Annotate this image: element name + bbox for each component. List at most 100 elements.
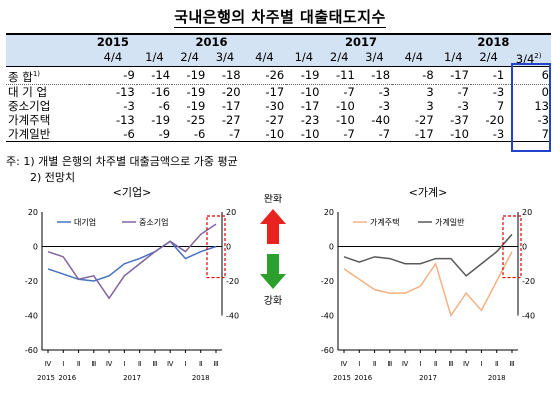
table-cell: -37 bbox=[450, 112, 469, 127]
series-line-2 bbox=[47, 223, 217, 300]
x-tick-label: Ⅱ bbox=[138, 360, 141, 368]
table-cell: 0 bbox=[541, 84, 549, 99]
x-tick-label: Ⅰ bbox=[184, 360, 186, 368]
left-tick-label: -60 bbox=[321, 346, 334, 355]
tightening-label: 강화 bbox=[264, 295, 282, 307]
x-tick-label: Ⅱ bbox=[373, 360, 376, 368]
x-tick-label: Ⅳ bbox=[45, 360, 52, 368]
year-header: 2016 bbox=[136, 33, 287, 49]
x-tick-label: Ⅳ bbox=[167, 360, 174, 368]
quarter-header: 2/4 bbox=[321, 49, 357, 67]
left-tick-label: 0 bbox=[33, 243, 38, 252]
right-tick-label: 20 bbox=[522, 208, 532, 217]
table-cell: -6 bbox=[89, 126, 137, 142]
table-cell: -25 bbox=[186, 112, 206, 127]
quarter-header: 1/4 bbox=[435, 49, 471, 67]
table-cell: -7 bbox=[207, 126, 243, 142]
table-cell: 3 bbox=[426, 98, 434, 113]
table-row: 가계주택 -13 -19 -25 -27 -27 -23 -10 -40 -27 -37 -20 -3 bbox=[6, 113, 551, 127]
table-cell: -3 bbox=[537, 112, 549, 127]
year-label: 2015 bbox=[333, 374, 351, 382]
row-label: 중소기업 bbox=[8, 98, 51, 113]
x-tick-label: Ⅲ bbox=[214, 360, 219, 368]
row-label: 대 기 업 bbox=[8, 84, 48, 99]
footnote-2: 2) 전망치 bbox=[30, 171, 76, 184]
right-tick-label: 0 bbox=[522, 243, 527, 252]
data-table: 2015 2016 2017 2018 4/4 1/4 2/4 3/4 4/4 … bbox=[6, 33, 551, 142]
table-cell: -18 bbox=[207, 66, 243, 85]
household-chart: <가계> 20 0 -20 -40 -60 20 0 -20 -40 Ⅳ Ⅰ Ⅱ Ⅲ Ⅳ Ⅰ Ⅱ Ⅲ Ⅳ Ⅰ Ⅱ Ⅲ 201… bbox=[321, 186, 535, 382]
year-label: 2018 bbox=[192, 374, 210, 382]
table-cell: -10 bbox=[242, 126, 287, 142]
year-header-row: 2015 2016 2017 2018 bbox=[6, 33, 551, 49]
series-line-1 bbox=[47, 240, 217, 282]
x-tick-label: Ⅲ bbox=[152, 360, 157, 368]
table-cell: -7 bbox=[356, 126, 393, 142]
row-label: 종 합1) bbox=[6, 66, 90, 85]
legend-label: 가계주택 bbox=[370, 217, 399, 227]
x-tick-label: Ⅳ bbox=[402, 360, 409, 368]
table-cell: -3 bbox=[457, 98, 469, 113]
right-tick-label: -40 bbox=[522, 312, 535, 321]
footnote-1: 주: 1) 개별 은행의 차주별 대출금액으로 가중 평균 bbox=[6, 155, 238, 168]
table-cell: -10 bbox=[286, 126, 322, 142]
x-tick-label: Ⅰ bbox=[62, 360, 64, 368]
down-arrow-icon bbox=[260, 254, 286, 289]
quarter-header: 4/4 bbox=[89, 49, 137, 67]
table-cell: -27 bbox=[265, 112, 285, 127]
table-cell: -20 bbox=[221, 84, 241, 99]
left-tick-label: 0 bbox=[329, 243, 334, 252]
table-cell: 7 bbox=[506, 126, 551, 142]
series-line-1 bbox=[343, 251, 513, 318]
right-tick-label: -40 bbox=[226, 312, 239, 321]
table-row: 가계일반 -6 -9 -6 -7 -10 -10 -7 -7 -17 -10 -3 7 bbox=[6, 126, 551, 142]
year-label: 2018 bbox=[488, 374, 506, 382]
left-tick-label: -20 bbox=[25, 277, 38, 286]
left-tick-label: 20 bbox=[324, 208, 334, 217]
table-cell: -17 bbox=[265, 84, 285, 99]
right-tick-label: -20 bbox=[226, 277, 239, 286]
right-tick-label: 0 bbox=[226, 243, 231, 252]
corporate-chart: <기업> 20 0 -20 -40 -60 20 0 -20 -40 Ⅳ Ⅰ Ⅱ Ⅲ Ⅳ Ⅰ Ⅱ Ⅲ Ⅳ Ⅰ Ⅱ Ⅲ 201… bbox=[25, 186, 239, 382]
x-tick-label: Ⅰ bbox=[358, 360, 360, 368]
x-tick-label: Ⅰ bbox=[123, 360, 125, 368]
direction-arrows: 완화 강화 bbox=[260, 194, 286, 307]
x-tick-label: Ⅲ bbox=[91, 360, 96, 368]
year-label: 2016 bbox=[354, 374, 372, 382]
table-cell: -19 bbox=[186, 98, 206, 113]
year-label: 2015 bbox=[37, 374, 55, 382]
quarter-header: 2/4 bbox=[172, 49, 208, 67]
left-tick-label: -40 bbox=[25, 312, 38, 321]
year-header: 2017 bbox=[286, 33, 436, 49]
table-cell: -7 bbox=[457, 84, 469, 99]
year-label: 2017 bbox=[123, 374, 141, 382]
table-cell: -6 bbox=[158, 98, 171, 113]
year-label: 2016 bbox=[58, 374, 76, 382]
table-cell: -14 bbox=[136, 66, 173, 85]
table-cell: -10 bbox=[335, 98, 355, 113]
x-tick-label: Ⅱ bbox=[199, 360, 202, 368]
up-arrow-icon bbox=[260, 209, 286, 244]
table-cell: -11 bbox=[321, 66, 357, 85]
chart-title: <가계> bbox=[409, 186, 448, 199]
table-cell: -30 bbox=[265, 98, 285, 113]
table-cell: -17 bbox=[392, 126, 436, 142]
x-tick-label: Ⅳ bbox=[463, 360, 470, 368]
table-cell: -19 bbox=[172, 66, 208, 85]
quarter-header: 1/4 bbox=[136, 49, 173, 67]
x-tick-label: Ⅲ bbox=[448, 360, 453, 368]
table-cell: -9 bbox=[89, 66, 137, 85]
left-tick-label: -20 bbox=[321, 277, 334, 286]
x-tick-label: Ⅲ bbox=[387, 360, 392, 368]
x-tick-label: Ⅱ bbox=[434, 360, 437, 368]
x-tick-label: Ⅱ bbox=[495, 360, 498, 368]
table-row: 대 기 업 -13 -16 -19 -20 -17 -10 -7 -3 3 -7 -3 0 bbox=[6, 84, 551, 99]
table-cell: -40 bbox=[371, 112, 391, 127]
table-cell: -3 bbox=[378, 98, 391, 113]
table-row: 종 합1) -9 -14 -19 -18 -26 -19 -11 -18 -8 -17 -1 6 bbox=[6, 66, 551, 85]
table-cell: -3 bbox=[470, 126, 507, 142]
table-cell: -3 bbox=[123, 98, 135, 113]
table-cell: -3 bbox=[378, 84, 391, 99]
x-tick-label: Ⅱ bbox=[77, 360, 80, 368]
legend-label: 중소기업 bbox=[139, 218, 168, 227]
